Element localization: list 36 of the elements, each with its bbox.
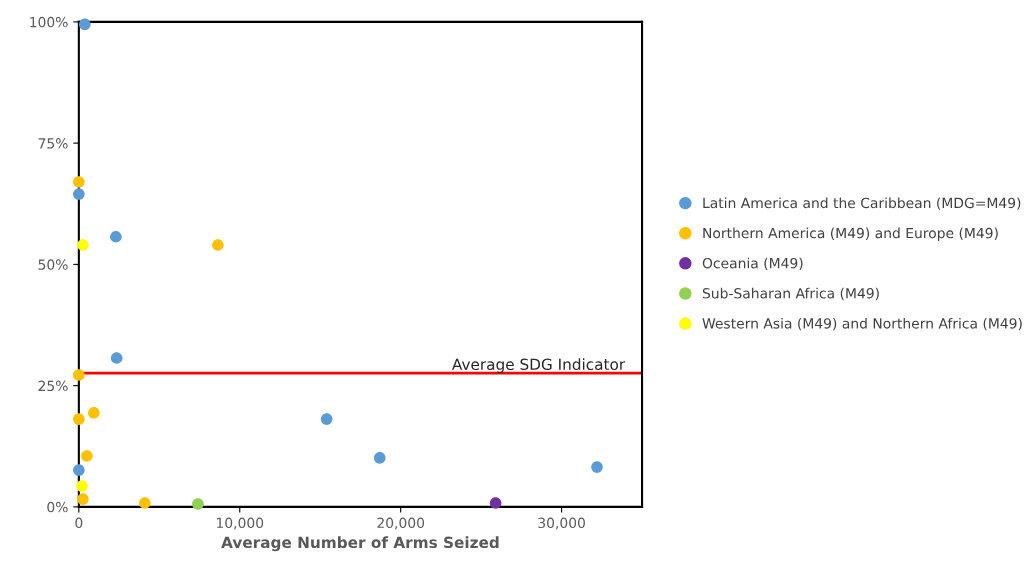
point — [73, 188, 85, 200]
x-tick-label: 30,000 — [538, 517, 585, 530]
legend-label: Sub-Saharan Africa (M49) — [702, 287, 879, 301]
point — [81, 450, 93, 462]
legend-label: Western Asia (M49) and Northern Africa (M49) — [702, 317, 1022, 331]
point — [192, 498, 204, 510]
y-tick-label: 100% — [30, 16, 68, 28]
x-tick-label: 20,000 — [377, 517, 425, 530]
point — [320, 413, 333, 425]
y-tick-label: 75% — [38, 138, 68, 149]
point — [373, 452, 386, 464]
legend-label: Oceania (M49) — [702, 257, 803, 271]
x-tick-label: 0 — [75, 517, 83, 529]
point — [73, 176, 85, 188]
y-tick-label: 25% — [38, 380, 68, 392]
point — [78, 18, 91, 31]
x-tick-label: 10,000 — [216, 517, 264, 530]
point — [73, 464, 85, 476]
legend-label: Northern America (M49) and Europe (M49) — [703, 227, 998, 241]
point — [110, 230, 122, 243]
y-tick-label: 0% — [47, 501, 68, 513]
point — [139, 497, 151, 509]
point — [110, 352, 123, 364]
x-axis-title: Average Number of Arms Seized — [221, 536, 499, 552]
point — [88, 406, 100, 419]
point — [73, 413, 85, 425]
point — [212, 239, 224, 251]
point — [489, 497, 502, 509]
point — [77, 493, 89, 505]
y-tick-label: 50% — [38, 259, 68, 270]
legend-label: Latin America and the Caribbean (MDG=M49) — [703, 197, 1021, 210]
point — [591, 461, 603, 473]
ref-line-label: Average SDG Indicator — [452, 358, 626, 374]
point — [77, 239, 89, 251]
point — [76, 480, 88, 492]
point — [73, 369, 85, 381]
